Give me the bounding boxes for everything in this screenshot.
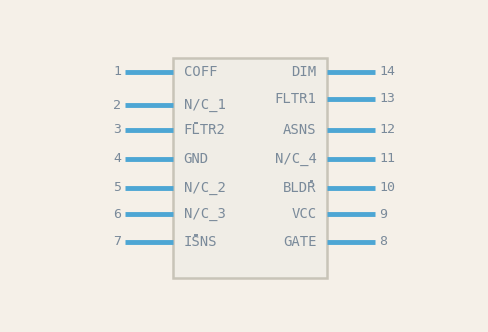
- Text: 1: 1: [113, 65, 121, 78]
- Text: 8: 8: [379, 235, 387, 248]
- Text: 6: 6: [113, 208, 121, 221]
- Text: GATE: GATE: [283, 235, 317, 249]
- Text: N/C_1: N/C_1: [183, 98, 225, 112]
- Text: N/C_4: N/C_4: [275, 152, 317, 166]
- Text: COFF: COFF: [183, 65, 217, 79]
- Text: 14: 14: [379, 65, 395, 78]
- Text: N/C_2: N/C_2: [183, 181, 225, 195]
- Text: FLTR1: FLTR1: [275, 92, 317, 106]
- Text: N/C_3: N/C_3: [183, 207, 225, 221]
- Text: 5: 5: [113, 181, 121, 194]
- Text: FLTR2: FLTR2: [183, 123, 225, 137]
- Text: 7: 7: [113, 235, 121, 248]
- Text: 13: 13: [379, 92, 395, 105]
- Text: 4: 4: [113, 152, 121, 165]
- Text: ISNS: ISNS: [183, 235, 217, 249]
- Text: GND: GND: [183, 152, 209, 166]
- Text: 9: 9: [379, 208, 387, 221]
- Text: 10: 10: [379, 181, 395, 194]
- Text: VCC: VCC: [291, 207, 317, 221]
- Text: 3: 3: [113, 123, 121, 136]
- Text: DIM: DIM: [291, 65, 317, 79]
- Bar: [173, 58, 327, 278]
- Text: 2: 2: [113, 99, 121, 112]
- Text: BLDR: BLDR: [283, 181, 317, 195]
- Text: ASNS: ASNS: [283, 123, 317, 137]
- Text: 12: 12: [379, 123, 395, 136]
- Text: 11: 11: [379, 152, 395, 165]
